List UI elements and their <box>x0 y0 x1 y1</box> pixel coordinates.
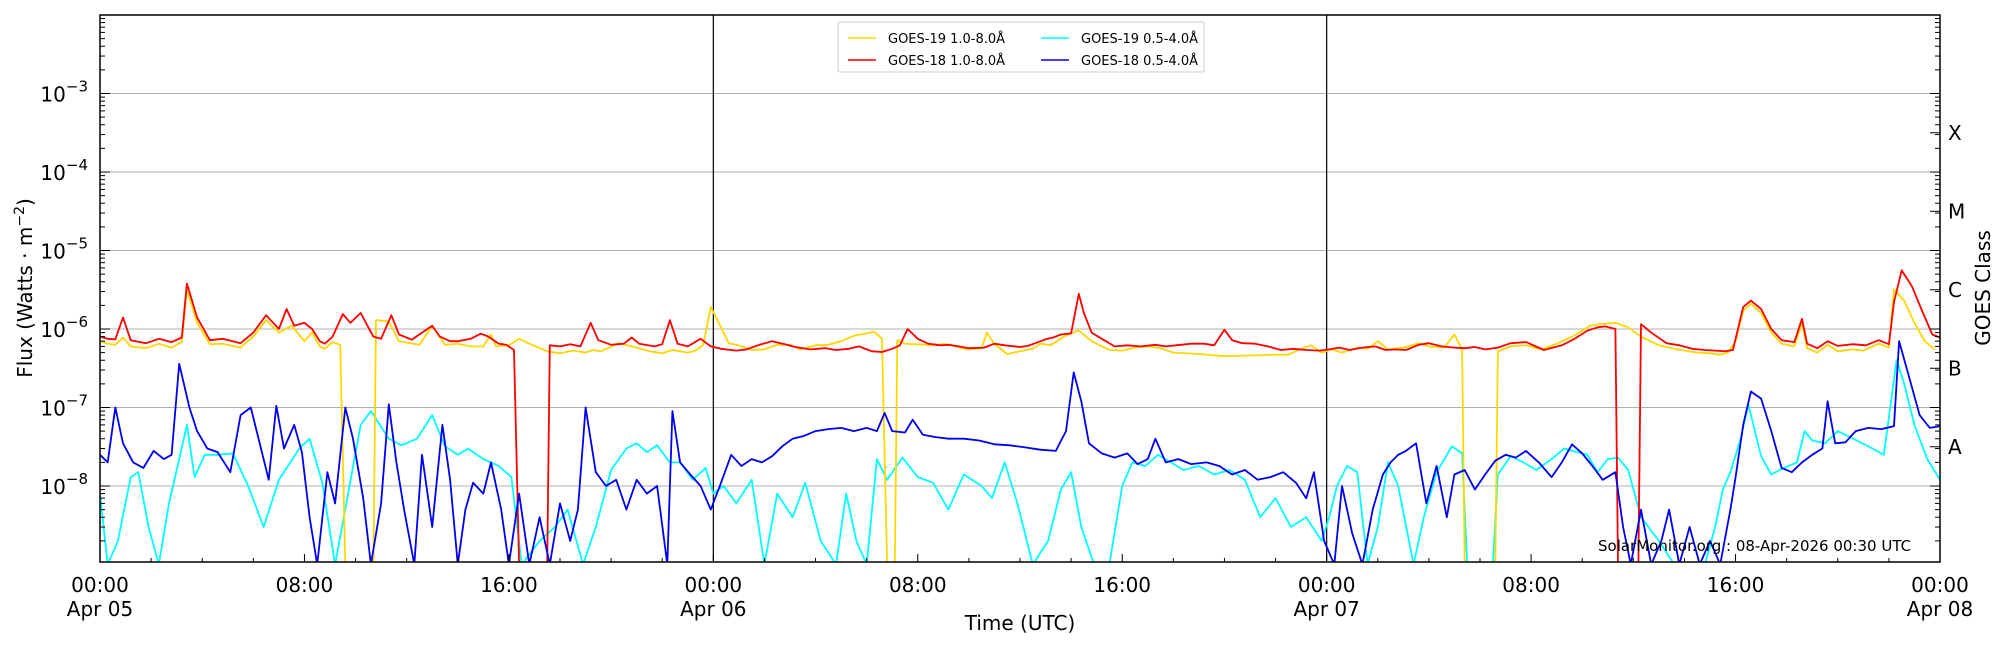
x-tick-label: 00:00 <box>1911 573 1969 597</box>
legend: GOES-19 1.0-8.0Å GOES-19 0.5-4.0Å GOES-18 … <box>837 21 1205 73</box>
legend-label: GOES-18 0.5-4.0Å <box>1081 53 1198 69</box>
goes-class-labels: X M C B A <box>1930 121 1965 459</box>
x-tick-date-label: Apr 06 <box>680 597 746 621</box>
x-tick-label: 08:00 <box>276 573 334 597</box>
x-tick-label: 08:00 <box>1502 573 1560 597</box>
y-tick-label: 10−5 <box>40 235 88 264</box>
x-tick-label: 00:00 <box>1298 573 1356 597</box>
series-line-goes-19-0-5-4-0- <box>100 359 1940 562</box>
x-tick-date-label: Apr 07 <box>1293 597 1359 621</box>
x-tick-label: 08:00 <box>889 573 947 597</box>
goes-class-m: M <box>1948 199 1965 223</box>
y-tick-label: 10−8 <box>40 470 88 499</box>
y-tick-label: 10−7 <box>40 392 88 421</box>
legend-label: GOES-18 1.0-8.0Å <box>888 53 1005 69</box>
x-tick-label: 16:00 <box>480 573 538 597</box>
goes-class-b: B <box>1948 356 1962 380</box>
series-line-goes-19-1-0-8-0- <box>100 288 1936 562</box>
legend-label: GOES-19 1.0-8.0Å <box>888 31 1005 47</box>
goes-class-x: X <box>1948 121 1962 145</box>
y-tick-label: 10−6 <box>40 313 88 342</box>
plot-frame <box>99 14 1941 563</box>
y-axis-label: Flux (Watts · m−2) <box>12 198 37 378</box>
x-tick-label: 16:00 <box>1093 573 1151 597</box>
gridlines <box>100 93 1940 487</box>
legend-box <box>837 21 1205 73</box>
y-tick-label: 10−3 <box>40 78 88 107</box>
y-axis-ticks: 10−3 10−4 10−5 10−6 10−7 10−8 <box>40 14 1940 542</box>
x-tick-date-label: Apr 05 <box>67 597 133 621</box>
goes-class-a: A <box>1948 435 1962 459</box>
series-line-goes-18-0-5-4-0- <box>100 340 1940 562</box>
day-boundary-lines <box>712 15 1328 562</box>
legend-label: GOES-19 0.5-4.0Å <box>1081 31 1198 47</box>
y-axis-right-label: GOES Class <box>1971 230 1995 346</box>
watermark-timestamp: SolarMonitor.org : 08-Apr-2026 00:30 UTC <box>1598 537 1911 555</box>
x-tick-date-label: Apr 08 <box>1907 597 1973 621</box>
x-tick-label: 00:00 <box>71 573 129 597</box>
x-axis-label: Time (UTC) <box>964 611 1076 635</box>
goes-class-c: C <box>1948 278 1962 302</box>
data-series <box>100 269 1940 562</box>
x-tick-label: 16:00 <box>1707 573 1765 597</box>
x-tick-label: 00:00 <box>685 573 743 597</box>
series-line-goes-18-1-0-8-0- <box>100 269 1940 562</box>
y-tick-label: 10−4 <box>40 156 88 185</box>
